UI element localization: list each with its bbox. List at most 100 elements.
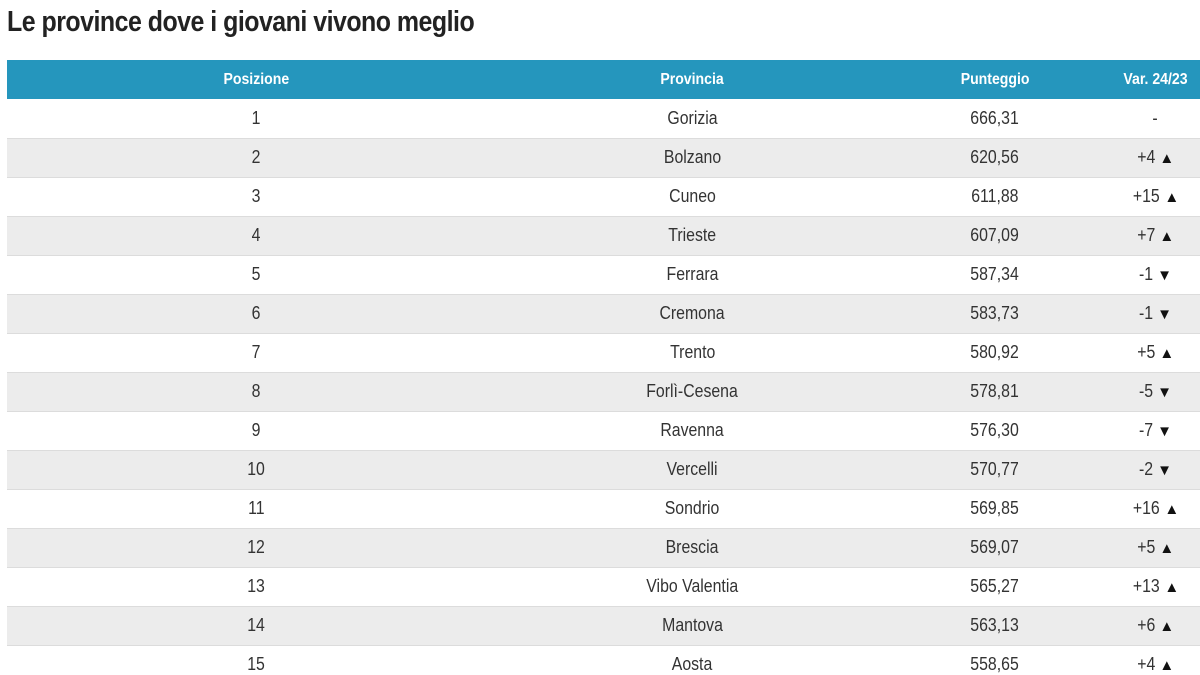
cell-posizione: 2 bbox=[7, 138, 505, 178]
cell-provincia: Trento bbox=[505, 333, 880, 373]
cell-posizione-text: 15 bbox=[247, 654, 265, 674]
cell-punteggio: 569,85 bbox=[880, 489, 1110, 529]
cell-posizione: 1 bbox=[7, 99, 505, 139]
cell-variazione: - bbox=[1110, 99, 1200, 139]
cell-provincia: Sondrio bbox=[505, 489, 880, 529]
cell-punteggio-text: 569,85 bbox=[970, 498, 1020, 518]
cell-posizione-text: 12 bbox=[247, 537, 265, 557]
cell-variazione: +7 ▲ bbox=[1110, 216, 1200, 256]
table-body: 1 Gorizia 666,31-2 Bolzano 620,56 +4 ▲ 3 Cuneo 61… bbox=[7, 99, 1200, 675]
table-row: 15 Aosta 558,65 +4 ▲ bbox=[7, 645, 1200, 675]
cell-punteggio-text: 611,88 bbox=[971, 186, 1019, 206]
cell-provincia: Brescia bbox=[505, 528, 880, 568]
cell-punteggio-text: 620,56 bbox=[970, 147, 1020, 167]
triangle-up-icon: ▲ bbox=[1164, 579, 1180, 596]
cell-variazione-text: +7 bbox=[1137, 225, 1156, 245]
triangle-up-icon: ▲ bbox=[1159, 618, 1175, 635]
ranking-table-container: Posizione Provincia Punteggio Var. 24/23… bbox=[7, 60, 1200, 675]
cell-posizione-text: 4 bbox=[251, 225, 261, 245]
cell-variazione-text: -1 bbox=[1139, 264, 1154, 284]
cell-posizione: 12 bbox=[7, 528, 505, 568]
table-row: 14 Mantova 563,13 +6 ▲ bbox=[7, 606, 1200, 646]
table-row: 4 Trieste 607,09 +7 ▲ bbox=[7, 216, 1200, 256]
cell-posizione: 11 bbox=[7, 489, 505, 529]
triangle-down-icon: ▼ bbox=[1157, 267, 1172, 284]
cell-variazione: +5 ▲ bbox=[1110, 528, 1200, 568]
cell-provincia-text: Trieste bbox=[668, 225, 717, 245]
cell-provincia: Cremona bbox=[505, 294, 880, 334]
cell-punteggio: 620,56 bbox=[880, 138, 1110, 178]
cell-variazione: -2 ▼ bbox=[1110, 450, 1200, 490]
cell-punteggio: 587,34 bbox=[880, 255, 1110, 295]
cell-punteggio: 580,92 bbox=[880, 333, 1110, 373]
cell-provincia-text: Ravenna bbox=[660, 420, 725, 440]
cell-posizione: 14 bbox=[7, 606, 505, 646]
triangle-up-icon: ▲ bbox=[1164, 189, 1180, 206]
cell-punteggio-text: 563,13 bbox=[970, 615, 1020, 635]
cell-posizione-text: 14 bbox=[247, 615, 265, 635]
triangle-up-icon: ▲ bbox=[1164, 501, 1180, 518]
cell-punteggio-text: 565,27 bbox=[970, 576, 1020, 596]
cell-provincia-text: Bolzano bbox=[663, 147, 722, 167]
cell-variazione-text: +4 bbox=[1137, 147, 1156, 167]
cell-punteggio-text: 570,77 bbox=[970, 459, 1020, 479]
cell-punteggio: 565,27 bbox=[880, 567, 1110, 607]
cell-posizione: 3 bbox=[7, 177, 505, 217]
cell-posizione-text: 5 bbox=[251, 264, 261, 284]
table-row: 9 Ravenna 576,30 -7 ▼ bbox=[7, 411, 1200, 451]
table-row: 11 Sondrio 569,85 +16 ▲ bbox=[7, 489, 1200, 529]
triangle-up-icon: ▲ bbox=[1159, 345, 1175, 362]
cell-variazione: +13 ▲ bbox=[1110, 567, 1200, 607]
cell-variazione-text: -7 bbox=[1139, 420, 1154, 440]
table-row: 5 Ferrara 587,34 -1 ▼ bbox=[7, 255, 1200, 295]
cell-punteggio: 570,77 bbox=[880, 450, 1110, 490]
cell-variazione-text: +5 bbox=[1137, 537, 1156, 557]
cell-variazione-text: +5 bbox=[1137, 342, 1156, 362]
cell-posizione: 8 bbox=[7, 372, 505, 412]
cell-variazione: -1 ▼ bbox=[1110, 255, 1200, 295]
cell-variazione-text: +16 bbox=[1132, 498, 1160, 518]
cell-variazione: +15 ▲ bbox=[1110, 177, 1200, 217]
cell-variazione: +5 ▲ bbox=[1110, 333, 1200, 373]
cell-provincia-text: Aosta bbox=[672, 654, 713, 674]
cell-posizione: 5 bbox=[7, 255, 505, 295]
cell-variazione-text: - bbox=[1152, 107, 1158, 128]
table-row: 10 Vercelli 570,77 -2 ▼ bbox=[7, 450, 1200, 490]
cell-posizione-text: 7 bbox=[251, 342, 261, 362]
cell-provincia-text: Gorizia bbox=[667, 107, 718, 128]
triangle-up-icon: ▲ bbox=[1159, 657, 1175, 674]
cell-provincia-text: Trento bbox=[669, 342, 716, 362]
cell-provincia-text: Ferrara bbox=[666, 264, 719, 284]
cell-provincia: Vibo Valentia bbox=[505, 567, 880, 607]
column-header-provincia: Provincia bbox=[505, 60, 880, 99]
cell-posizione-text: 9 bbox=[251, 420, 261, 440]
triangle-up-icon: ▲ bbox=[1159, 540, 1175, 557]
triangle-down-icon: ▼ bbox=[1157, 306, 1172, 323]
cell-punteggio: 666,31 bbox=[880, 99, 1110, 139]
cell-punteggio-text: 580,92 bbox=[970, 342, 1020, 362]
cell-variazione-text: +13 bbox=[1132, 576, 1160, 596]
triangle-down-icon: ▼ bbox=[1157, 462, 1172, 479]
table-row: 3 Cuneo 611,88 +15 ▲ bbox=[7, 177, 1200, 217]
triangle-up-icon: ▲ bbox=[1159, 228, 1175, 245]
cell-provincia-text: Cremona bbox=[659, 303, 726, 323]
table-row: 1 Gorizia 666,31 - bbox=[7, 99, 1200, 139]
cell-provincia: Forlì-Cesena bbox=[505, 372, 880, 412]
cell-posizione-text: 13 bbox=[247, 576, 265, 596]
cell-provincia: Bolzano bbox=[505, 138, 880, 178]
cell-variazione: +4 ▲ bbox=[1110, 138, 1200, 178]
cell-variazione-text: +6 bbox=[1137, 615, 1156, 635]
cell-posizione-text: 11 bbox=[247, 498, 265, 518]
cell-punteggio: 578,81 bbox=[880, 372, 1110, 412]
triangle-down-icon: ▼ bbox=[1157, 384, 1172, 401]
cell-provincia-text: Brescia bbox=[666, 537, 719, 557]
cell-provincia: Trieste bbox=[505, 216, 880, 256]
cell-punteggio-text: 587,34 bbox=[970, 264, 1020, 284]
table-row: 6 Cremona 583,73 -1 ▼ bbox=[7, 294, 1200, 334]
cell-punteggio: 576,30 bbox=[880, 411, 1110, 451]
cell-provincia: Mantova bbox=[505, 606, 880, 646]
cell-variazione: +16 ▲ bbox=[1110, 489, 1200, 529]
cell-variazione-text: -5 bbox=[1139, 381, 1154, 401]
triangle-down-icon: ▼ bbox=[1157, 423, 1172, 440]
table-row: 13 Vibo Valentia 565,27 +13 ▲ bbox=[7, 567, 1200, 607]
